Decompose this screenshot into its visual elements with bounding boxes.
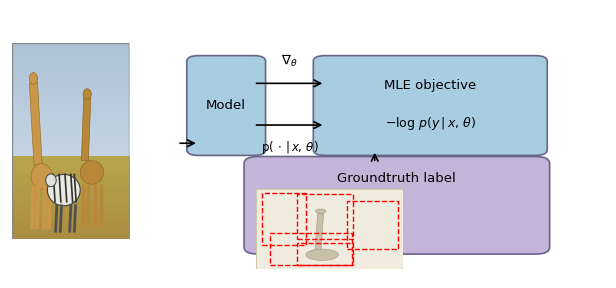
Ellipse shape (315, 209, 326, 213)
FancyArrow shape (81, 98, 91, 161)
Bar (347, 201, 397, 249)
Ellipse shape (30, 73, 38, 84)
Ellipse shape (80, 161, 103, 184)
Text: Groundtruth label: Groundtruth label (338, 172, 456, 185)
Bar (270, 233, 352, 265)
FancyArrow shape (30, 82, 42, 165)
Text: $\mathrm{p}(\,\cdot\,|\,x,\,\theta)$: $\mathrm{p}(\,\cdot\,|\,x,\,\theta)$ (261, 139, 318, 156)
Ellipse shape (306, 249, 338, 260)
Text: MLE objective: MLE objective (384, 79, 476, 92)
FancyBboxPatch shape (187, 56, 265, 156)
Text: $\nabla_\theta$: $\nabla_\theta$ (281, 53, 298, 69)
Ellipse shape (31, 164, 52, 189)
FancyBboxPatch shape (244, 157, 549, 254)
Bar (297, 194, 353, 239)
Bar (262, 193, 306, 245)
Ellipse shape (46, 174, 56, 187)
Ellipse shape (47, 175, 80, 206)
Text: $-\log\, p(y\,|\, x,\, \theta)$: $-\log\, p(y\,|\, x,\, \theta)$ (384, 115, 476, 132)
Ellipse shape (83, 89, 91, 100)
Text: Model: Model (206, 99, 246, 112)
Bar (297, 243, 353, 265)
FancyArrow shape (315, 213, 323, 253)
FancyBboxPatch shape (314, 56, 547, 156)
